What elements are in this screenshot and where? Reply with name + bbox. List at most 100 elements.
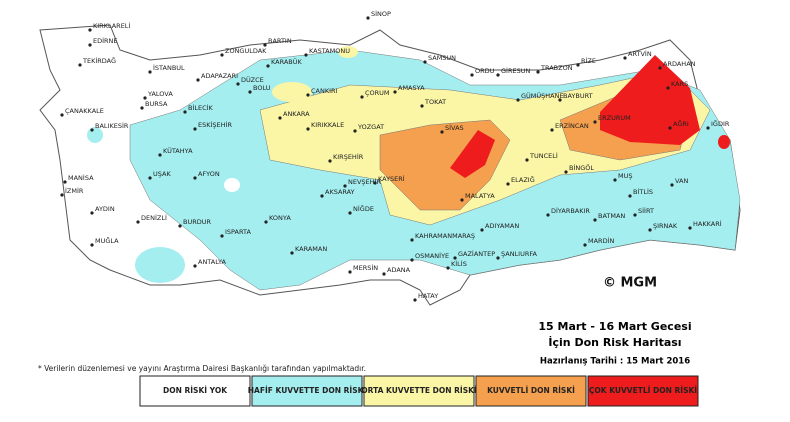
city-dot (423, 60, 427, 64)
city-dot (90, 128, 94, 132)
city-label: BOLU (253, 84, 271, 92)
city-label: MANİSA (68, 173, 94, 182)
city-label: ESKİŞEHİR (198, 120, 232, 129)
city-dot (220, 53, 224, 57)
city-dot (220, 234, 224, 238)
city-dot (63, 180, 67, 184)
city-dot (670, 183, 674, 187)
city-label: ŞIRNAK (653, 222, 678, 230)
city-dot (60, 193, 64, 197)
city-label: ÇANAKKALE (65, 107, 104, 115)
city-dot (706, 126, 710, 130)
city-label: HATAY (418, 292, 438, 300)
city-dot (460, 198, 464, 202)
city-dot (393, 90, 397, 94)
zone-very-strong (718, 135, 730, 149)
city-dot (550, 128, 554, 132)
city-dot (525, 158, 529, 162)
city-label: KİLİS (451, 259, 467, 268)
city-label: OSMANİYE (415, 251, 449, 260)
city-label: KARS (671, 80, 688, 88)
city-dot (516, 98, 520, 102)
prepared-date: Hazırlanış Tarihi : 15 Mart 2016 (540, 357, 690, 367)
city-dot (148, 176, 152, 180)
city-label: İSTANBUL (153, 63, 185, 72)
city-label: KAHRAMANMARAŞ (415, 232, 475, 240)
city-dot (348, 211, 352, 215)
city-dot (373, 181, 377, 185)
city-label: ÇANKIRI (311, 87, 338, 95)
legend-label: ÇOK KUVVETLİ DON RİSKİ (589, 386, 697, 395)
city-dot (413, 298, 417, 302)
city-label: AKSARAY (325, 188, 355, 196)
city-label: BURDUR (183, 218, 211, 226)
city-dot (264, 220, 268, 224)
copyright: © MGM (603, 276, 657, 291)
city-dot (278, 116, 282, 120)
city-dot (158, 153, 162, 157)
city-dot (453, 256, 457, 260)
city-label: SİİRT (638, 206, 654, 215)
city-dot (496, 256, 500, 260)
city-dot (304, 53, 308, 57)
city-label: SAMSUN (428, 54, 456, 62)
city-label: ISPARTA (225, 228, 252, 236)
city-label: SİNOP (371, 9, 391, 18)
city-label: KIRIKKALE (311, 121, 344, 129)
city-dot (183, 110, 187, 114)
city-label: SİVAS (445, 123, 464, 132)
city-label: MERSİN (353, 263, 378, 272)
city-label: ERZİNCAN (555, 121, 589, 130)
city-label: BURSA (145, 100, 168, 108)
city-label: ARTVİN (628, 49, 652, 58)
city-label: EDİRNE (93, 36, 118, 45)
city-dot (558, 98, 562, 102)
city-dot (193, 176, 197, 180)
city-dot (140, 106, 144, 110)
city-dot (420, 104, 424, 108)
city-label: IĞDIR (711, 119, 730, 128)
city-dot (546, 213, 550, 217)
city-label: KÜTAHYA (163, 146, 193, 155)
city-dot (583, 243, 587, 247)
legend-label: KUVVETLİ DON RİSKİ (487, 386, 575, 395)
city-dot (196, 78, 200, 82)
city-dot (613, 178, 617, 182)
city-dot (178, 224, 182, 228)
city-dot (60, 113, 64, 117)
city-dot (78, 63, 82, 67)
city-label: ADIYAMAN (485, 222, 519, 230)
city-dot (668, 126, 672, 130)
city-dot (536, 70, 540, 74)
city-label: UŞAK (153, 170, 171, 178)
city-label: BARTIN (268, 37, 292, 45)
city-label: TOKAT (424, 98, 446, 106)
city-dot (576, 63, 580, 67)
city-label: AĞRI (673, 119, 689, 128)
city-dot (136, 220, 140, 224)
legend-label: HAFİF KUVVETTE DON RİSKİ (248, 386, 367, 395)
city-dot (382, 272, 386, 276)
city-dot (88, 43, 92, 47)
city-label: KIRKLARELİ (93, 21, 130, 30)
city-label: ORDU (475, 67, 495, 75)
city-dot (348, 270, 352, 274)
city-dot (410, 258, 414, 262)
city-dot (90, 243, 94, 247)
city-dot (263, 43, 267, 47)
city-dot (410, 238, 414, 242)
city-label: ERZURUM (598, 114, 631, 122)
city-label: AMASYA (398, 84, 425, 92)
city-dot (193, 127, 197, 131)
city-label: TEKİRDAĞ (82, 56, 116, 65)
city-dot (470, 73, 474, 77)
legend-swatch (475, 375, 587, 407)
city-label: NEVŞEHİR (348, 177, 381, 186)
city-label: BAYBURT (563, 92, 593, 100)
city-label: ANKARA (283, 110, 310, 118)
city-label: HAKKARİ (693, 219, 722, 228)
legend-label: ORTA KUVVETTE DON RİSKİ (361, 386, 477, 395)
title-line: İçin Don Risk Haritası (548, 335, 681, 349)
city-label: DİYARBAKIR (551, 206, 590, 215)
